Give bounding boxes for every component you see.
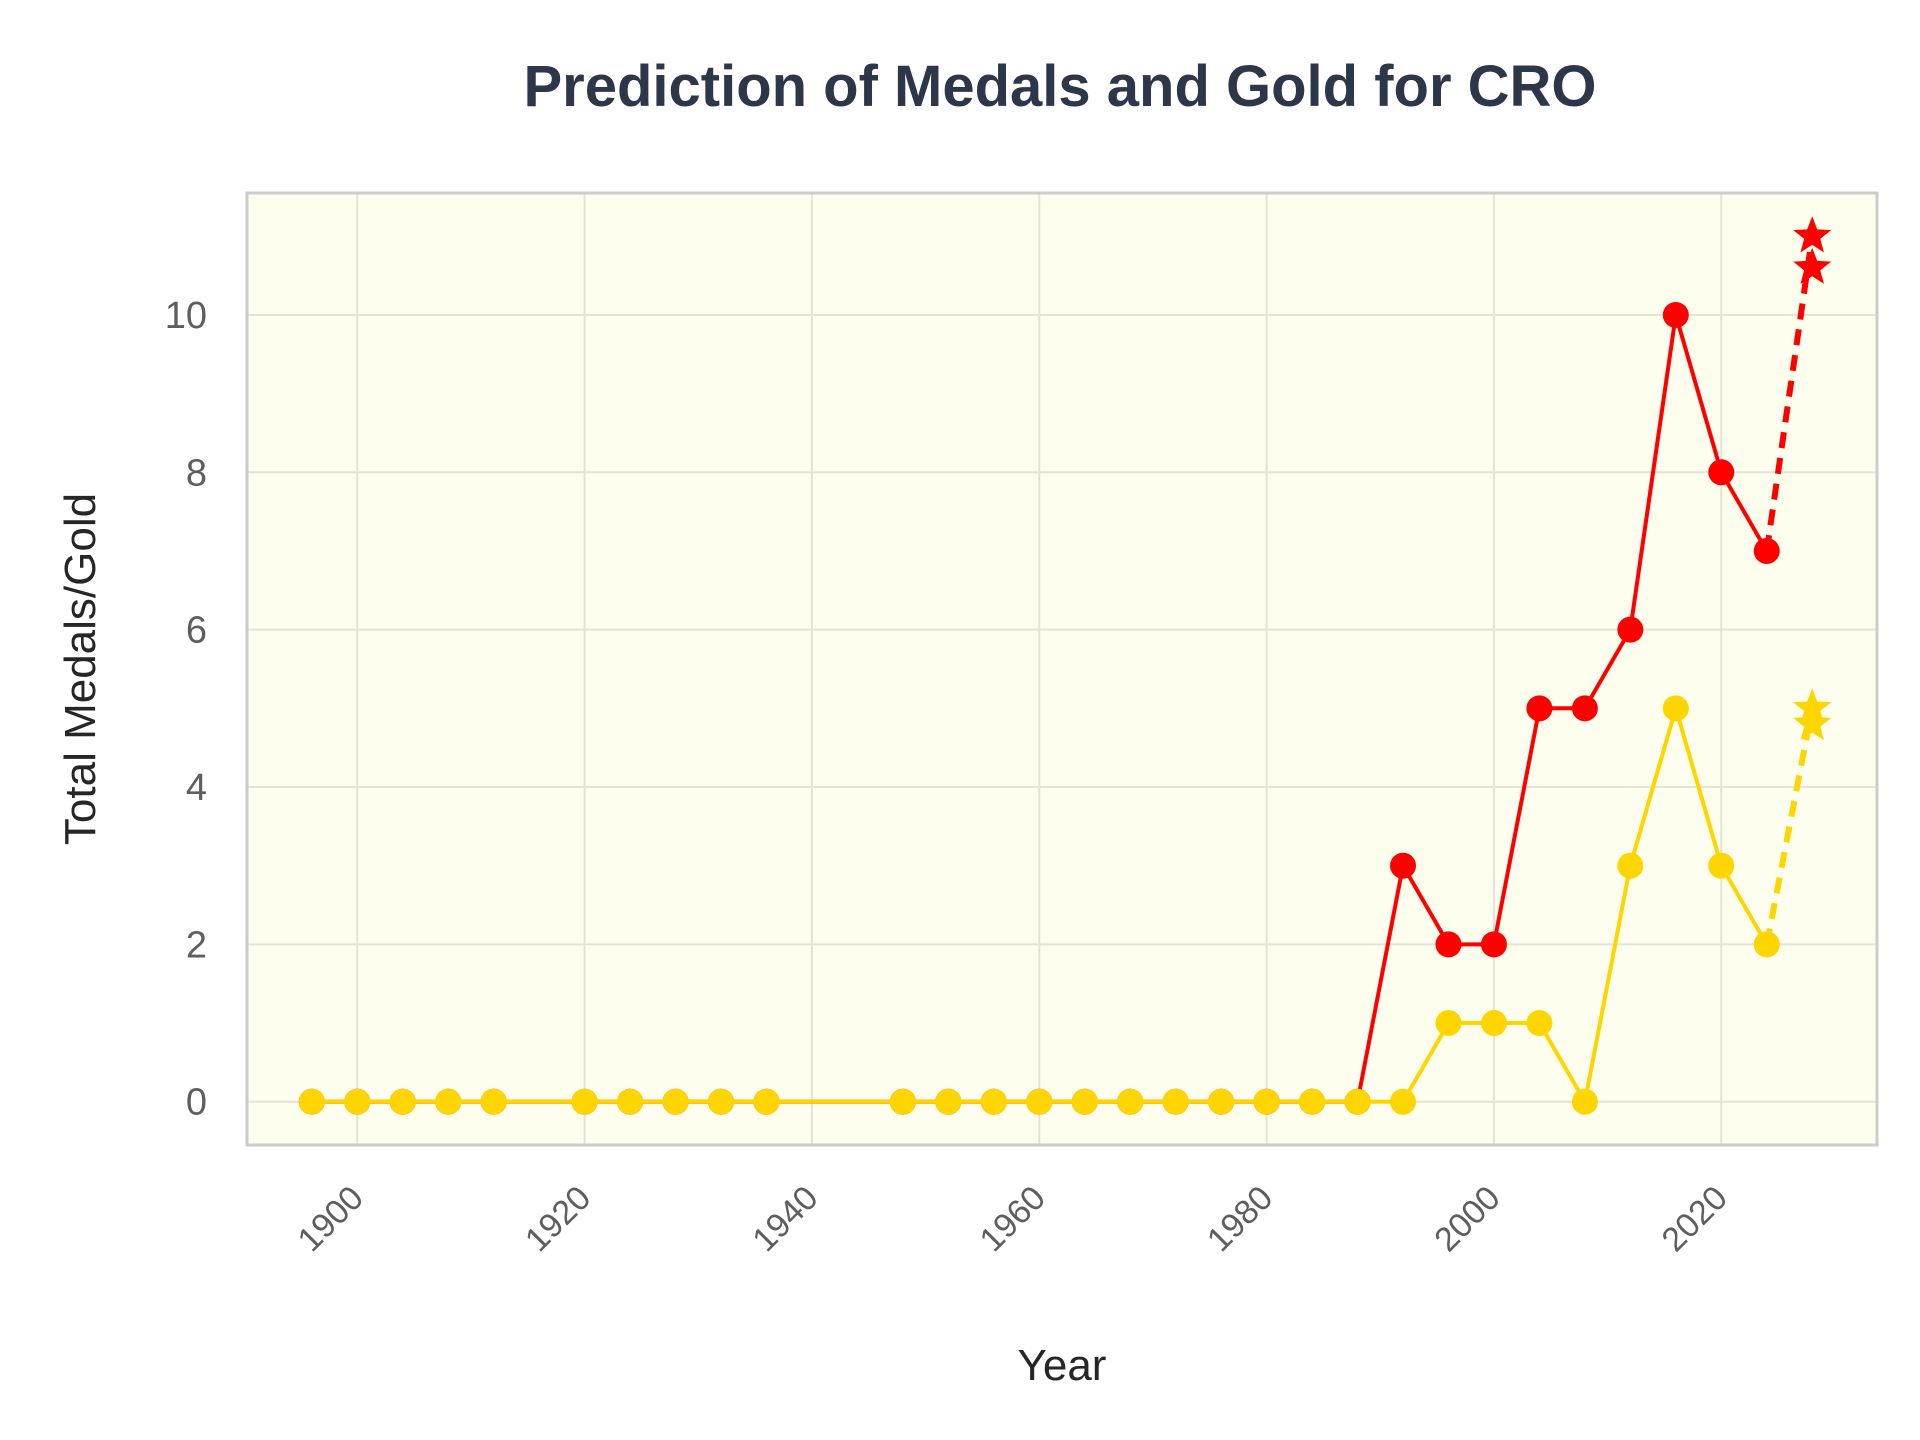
- data-point: [707, 1088, 734, 1115]
- data-point: [1390, 852, 1417, 879]
- y-tick-label: 10: [165, 295, 207, 337]
- data-point: [753, 1088, 780, 1115]
- data-point: [1526, 695, 1553, 722]
- data-point: [571, 1088, 598, 1115]
- data-point: [1708, 852, 1735, 879]
- data-point: [1526, 1010, 1553, 1037]
- series-line: [311, 706, 1769, 1104]
- y-tick-label: 8: [186, 452, 207, 494]
- data-point: [1435, 1010, 1462, 1037]
- y-tick-label: 0: [186, 1082, 207, 1124]
- data-point: [1117, 1088, 1144, 1115]
- data-point: [1480, 1010, 1507, 1037]
- data-point: [1571, 1088, 1598, 1115]
- prediction-line: [1763, 707, 1816, 945]
- data-point: [1617, 852, 1644, 879]
- data-point: [1390, 1088, 1417, 1115]
- y-tick-labels: 0 2 4 6 8 10: [165, 295, 207, 1124]
- data-point: [298, 1088, 325, 1115]
- data-point: [980, 1088, 1007, 1115]
- data-point: [889, 1088, 916, 1115]
- data-point: [1617, 616, 1644, 643]
- series-gold-medals: [298, 688, 1832, 1115]
- prediction-line: [1763, 235, 1816, 552]
- x-axis-label: Year: [1018, 1341, 1107, 1390]
- data-point: [344, 1088, 371, 1115]
- plot-area: [247, 193, 1877, 1145]
- data-point: [1708, 459, 1735, 486]
- data-point: [662, 1088, 689, 1115]
- data-point: [1344, 1088, 1371, 1115]
- data-point: [1662, 301, 1689, 328]
- y-tick-label: 2: [186, 924, 207, 966]
- data-point: [1753, 537, 1780, 564]
- data-point: [1753, 931, 1780, 958]
- data-point: [1253, 1088, 1280, 1115]
- series-layer: [298, 216, 1832, 1115]
- data-point: [1571, 695, 1598, 722]
- data-point: [617, 1088, 644, 1115]
- y-tick-label: 4: [186, 767, 207, 809]
- data-point: [389, 1088, 416, 1115]
- data-point: [1162, 1088, 1189, 1115]
- data-point: [935, 1088, 962, 1115]
- prediction-point: [1793, 704, 1832, 741]
- prediction-point: [1793, 216, 1832, 253]
- data-point: [1026, 1088, 1053, 1115]
- data-point: [1435, 931, 1462, 958]
- chart-title: Prediction of Medals and Gold for CRO: [523, 54, 1596, 119]
- data-point: [480, 1088, 507, 1115]
- data-point: [1071, 1088, 1098, 1115]
- data-point: [1208, 1088, 1235, 1115]
- prediction-point: [1793, 247, 1832, 284]
- data-point: [1299, 1088, 1326, 1115]
- data-point: [435, 1088, 462, 1115]
- y-axis-label: Total Medals/Gold: [56, 493, 105, 845]
- y-tick-label: 6: [186, 610, 207, 652]
- data-point: [1662, 695, 1689, 722]
- data-point: [1480, 931, 1507, 958]
- plot-frame: [245, 191, 1879, 1147]
